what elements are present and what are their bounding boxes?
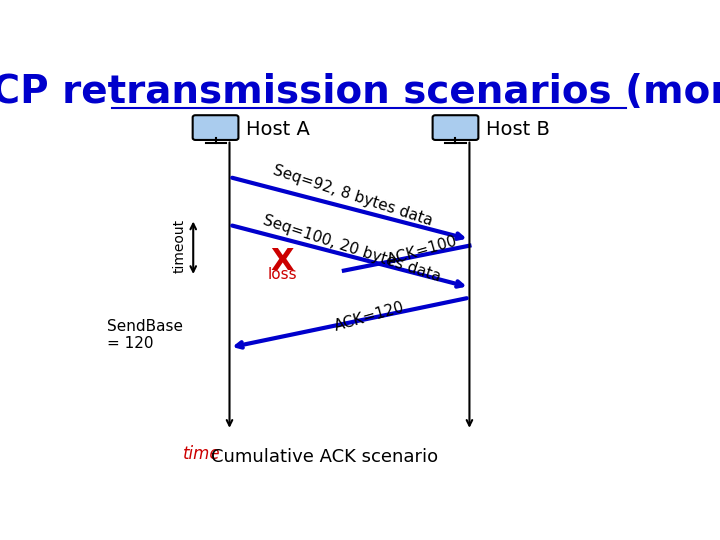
Text: SendBase
= 120: SendBase = 120 — [107, 319, 183, 351]
Text: Seq=100, 20 bytes data: Seq=100, 20 bytes data — [261, 213, 443, 285]
Text: X: X — [271, 247, 294, 276]
Text: Host B: Host B — [486, 120, 550, 139]
Text: time: time — [183, 444, 220, 463]
Text: Cumulative ACK scenario: Cumulative ACK scenario — [211, 448, 438, 466]
Text: loss: loss — [268, 267, 297, 282]
Text: timeout: timeout — [172, 219, 186, 273]
Text: ACK=100: ACK=100 — [385, 233, 459, 268]
Text: TCP retransmission scenarios (more): TCP retransmission scenarios (more) — [0, 73, 720, 111]
Text: Seq=92, 8 bytes data: Seq=92, 8 bytes data — [271, 163, 434, 229]
Text: Host A: Host A — [246, 120, 310, 139]
Text: ACK=120: ACK=120 — [332, 300, 406, 334]
FancyBboxPatch shape — [433, 115, 478, 140]
FancyBboxPatch shape — [193, 115, 238, 140]
